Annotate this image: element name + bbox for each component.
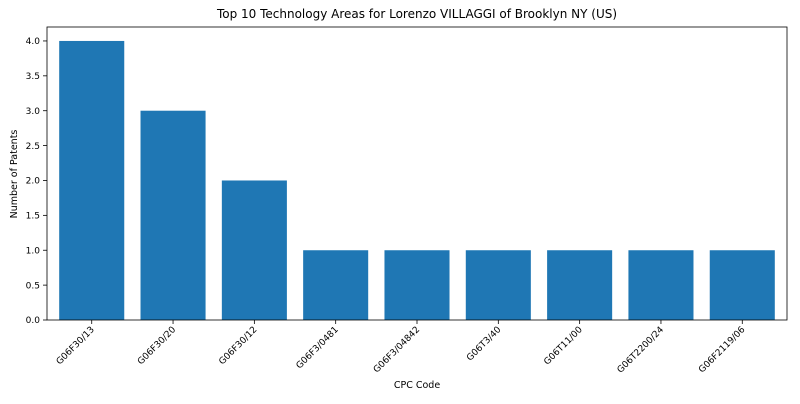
x-tick-label: G06F30/20 [136,325,178,367]
y-tick-label: 3.0 [26,107,41,117]
chart-title: Top 10 Technology Areas for Lorenzo VILL… [216,7,617,21]
x-axis-label: CPC Code [394,380,440,391]
x-tick-label: G06F30/13 [55,325,97,367]
x-tick-label: G06F3/04842 [372,325,422,375]
y-tick-label: 2.0 [26,177,41,187]
bar-g06f30-20 [141,111,206,320]
bar-g06t2200-24 [628,250,693,320]
y-tick-label: 0.5 [26,281,40,291]
plot-area: 0.0 0.5 1.0 1.5 2.0 2.5 3.0 3.5 4.0 G06F30/13 G06F… [26,27,787,375]
bar-g06f30-13 [59,41,124,320]
x-tick-label: G06F30/12 [217,325,259,367]
y-tick-label: 0.0 [26,316,41,326]
bar-g06f3-04842 [384,250,449,320]
x-tick-label: G06T11/00 [542,325,585,368]
x-tick-label: G06F2119/06 [697,325,747,375]
y-tick-label: 1.0 [26,246,41,256]
bar-g06f30-12 [222,180,287,320]
bar-g06t11-00 [547,250,612,320]
x-tick-label: G06T2200/24 [616,325,667,376]
y-tick-label: 3.5 [26,72,40,82]
bar-g06f3-0481 [303,250,368,320]
x-tick-label: G06F3/0481 [295,325,341,371]
y-axis-label: Number of Patents [9,130,20,219]
y-tick-label: 4.0 [26,37,41,47]
bar-g06f2119-06 [710,250,775,320]
x-tick-label: G06T3/40 [465,325,503,363]
y-tick-label: 1.5 [26,212,40,222]
y-tick-label: 2.5 [26,142,40,152]
bar-g06t3-40 [466,250,531,320]
